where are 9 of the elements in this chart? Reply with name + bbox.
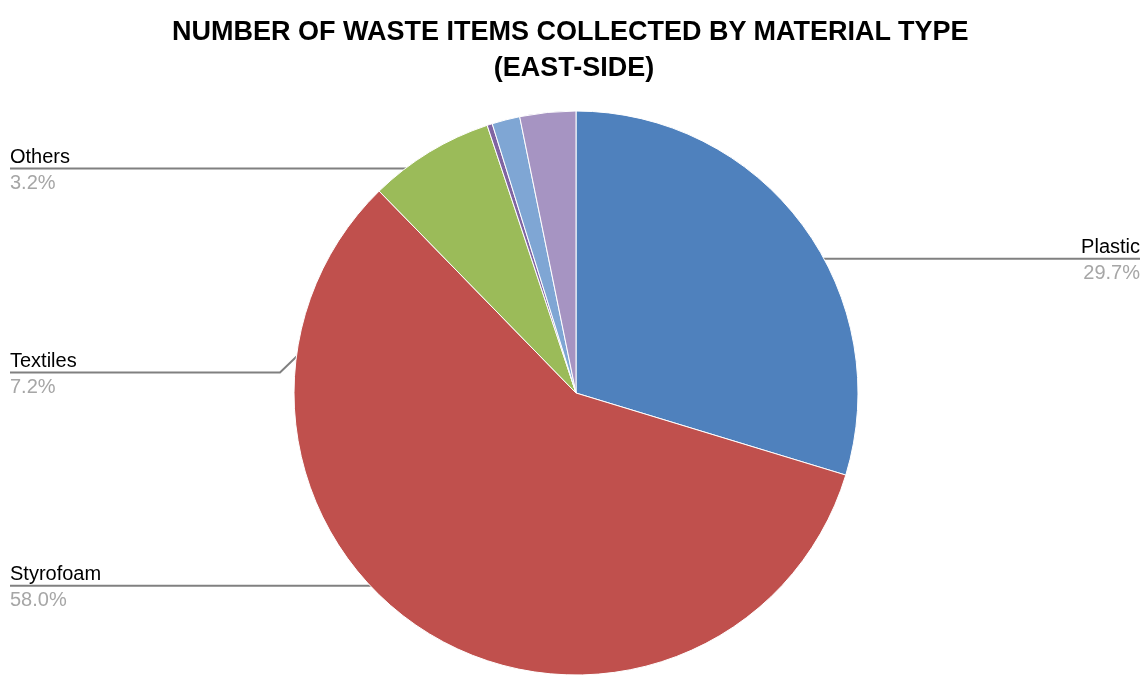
slice-label: Plastic	[1081, 234, 1140, 257]
data-label: 7.2%	[10, 374, 56, 397]
chart-title: NUMBER OF WASTE ITEMS COLLECTED BY MATERIAL TYPE (EAST-SIDE)	[171, 16, 977, 82]
slice-label: Styrofoam	[10, 561, 102, 584]
data-label: 29.7%	[1083, 260, 1141, 283]
data-label: 3.2%	[10, 170, 56, 193]
slice-label: Textiles	[10, 348, 77, 371]
slice-label: Others	[10, 144, 71, 167]
data-label: 58.0%	[10, 587, 67, 610]
